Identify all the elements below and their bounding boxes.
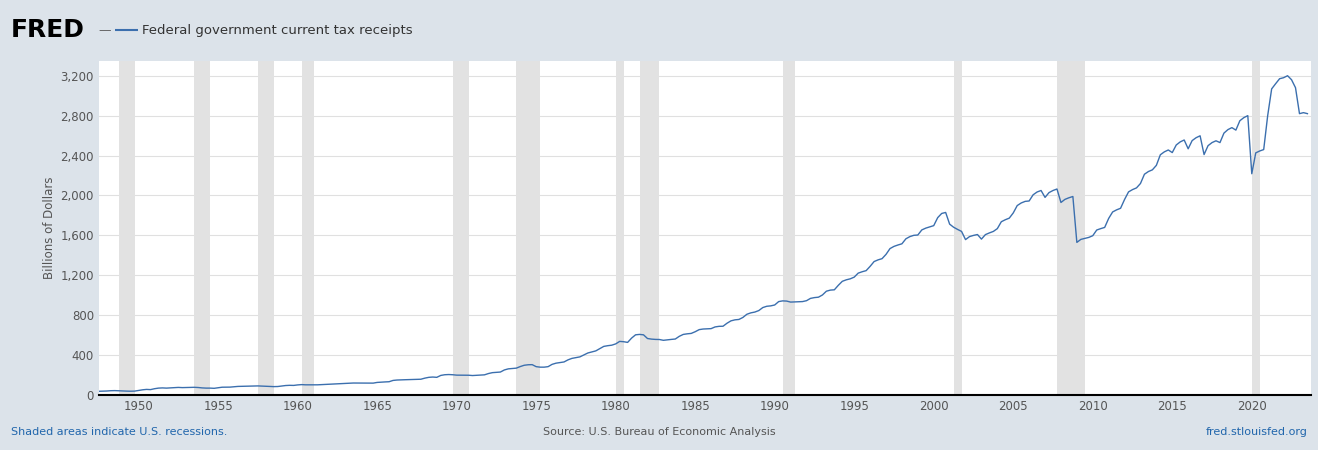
Y-axis label: Billions of Dollars: Billions of Dollars (43, 177, 57, 279)
Bar (258, 61, 274, 395)
Bar (616, 61, 623, 395)
Bar (954, 61, 962, 395)
Text: —: — (99, 24, 111, 37)
Bar (119, 61, 134, 395)
Bar (302, 61, 314, 395)
Bar (517, 61, 540, 395)
Text: Federal government current tax receipts: Federal government current tax receipts (142, 24, 413, 37)
Text: fred.stlouisfed.org: fred.stlouisfed.org (1206, 427, 1307, 437)
Bar (783, 61, 795, 395)
Text: Source: U.S. Bureau of Economic Analysis: Source: U.S. Bureau of Economic Analysis (543, 427, 775, 437)
Bar (639, 61, 659, 395)
Bar (194, 61, 210, 395)
Bar (1057, 61, 1085, 395)
Text: Shaded areas indicate U.S. recessions.: Shaded areas indicate U.S. recessions. (11, 427, 227, 437)
Text: FRED: FRED (11, 18, 84, 42)
Bar (1252, 61, 1260, 395)
Bar (452, 61, 469, 395)
